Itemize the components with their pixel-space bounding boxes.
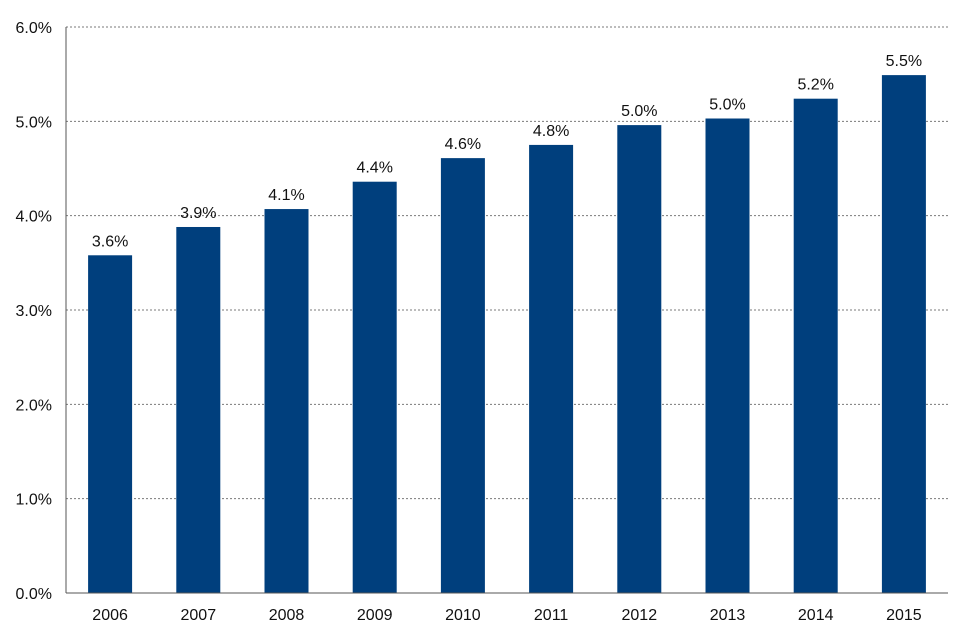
data-label-2007: 3.9% <box>180 205 216 222</box>
data-label-2013: 5.0% <box>709 97 745 114</box>
x-category-label: 2012 <box>622 607 658 624</box>
bar-2006 <box>88 255 133 593</box>
x-category-label: 2008 <box>269 607 305 624</box>
y-tick-label: 3.0% <box>16 303 52 320</box>
bars <box>88 75 926 594</box>
x-category-label: 2014 <box>798 607 834 624</box>
x-axis-category-labels: 2006 2007 2008 2009 2010 2011 2012 2013 2014 2015 <box>92 607 921 624</box>
x-category-label: 2006 <box>92 607 128 624</box>
y-axis-tick-labels: 0.0% 1.0% 2.0% 3.0% 4.0% 5.0% 6.0% <box>16 20 52 603</box>
y-tick-label: 0.0% <box>16 586 52 603</box>
data-label-2011: 4.8% <box>533 123 569 140</box>
bar-2015 <box>881 75 926 594</box>
x-category-label: 2010 <box>445 607 481 624</box>
y-tick-label: 2.0% <box>16 397 52 414</box>
x-category-label: 2015 <box>886 607 922 624</box>
bar-2010 <box>440 158 485 593</box>
y-tick-label: 5.0% <box>16 114 52 131</box>
data-label-2014: 5.2% <box>797 77 833 94</box>
y-tick-label: 6.0% <box>16 20 52 37</box>
gridlines <box>66 26 948 500</box>
bar-2014 <box>793 98 838 594</box>
bar-2009 <box>352 181 397 593</box>
data-label-2015: 5.5% <box>886 53 922 70</box>
data-label-2006: 3.6% <box>92 233 128 250</box>
data-label-2009: 4.4% <box>356 160 392 177</box>
x-category-label: 2011 <box>534 607 569 624</box>
y-tick-label: 4.0% <box>16 209 52 226</box>
bar-2012 <box>617 125 662 594</box>
data-label-2008: 4.1% <box>268 187 304 204</box>
x-category-label: 2007 <box>181 607 217 624</box>
x-category-label: 2009 <box>357 607 393 624</box>
bar-2008 <box>264 209 309 593</box>
y-tick-label: 1.0% <box>16 492 52 509</box>
bar-2011 <box>529 144 574 593</box>
data-labels: 3.6% 3.9% 4.1% 4.4% 4.6% 4.8% 5.0% 5.0% 5.2% 5.5% <box>92 53 922 250</box>
axes <box>65 27 948 594</box>
data-label-2010: 4.6% <box>445 136 481 153</box>
bar-2007 <box>176 226 221 593</box>
bar-2013 <box>705 118 750 594</box>
data-label-2012: 5.0% <box>621 103 657 120</box>
x-category-label: 2013 <box>710 607 746 624</box>
